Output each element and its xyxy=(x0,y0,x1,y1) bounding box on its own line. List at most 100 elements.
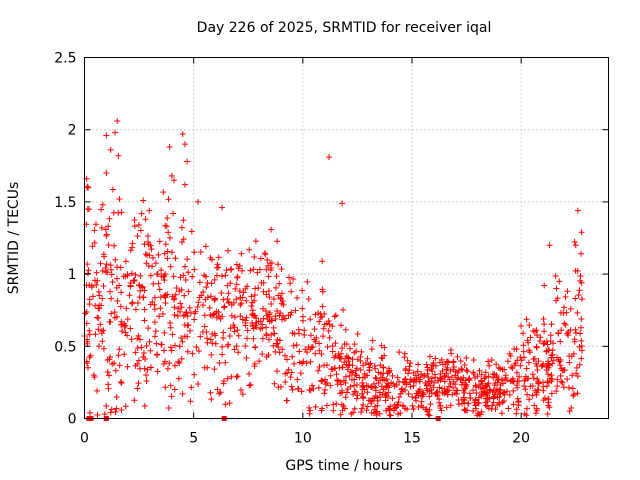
data-point xyxy=(578,229,585,236)
data-point xyxy=(537,334,544,341)
data-point xyxy=(571,338,578,345)
data-point xyxy=(254,269,261,276)
data-point xyxy=(118,289,125,296)
data-point xyxy=(530,356,537,363)
data-point xyxy=(141,317,148,324)
data-point xyxy=(437,402,444,409)
data-point xyxy=(207,336,214,343)
y-tick-label: 2 xyxy=(68,123,77,139)
data-point xyxy=(287,280,294,287)
data-point xyxy=(268,226,275,233)
data-point xyxy=(239,294,246,301)
data-point xyxy=(334,378,341,385)
data-point xyxy=(432,374,439,381)
data-point xyxy=(124,316,131,323)
data-point xyxy=(322,381,329,388)
data-point xyxy=(391,383,398,390)
data-point xyxy=(534,363,541,370)
data-point xyxy=(191,249,198,256)
data-point xyxy=(179,131,186,138)
data-point xyxy=(285,366,292,373)
data-point xyxy=(439,389,446,396)
data-point xyxy=(94,387,101,394)
data-point xyxy=(226,400,233,407)
data-point xyxy=(219,343,226,350)
data-point xyxy=(201,364,208,371)
data-point xyxy=(176,360,183,367)
data-point xyxy=(387,403,394,410)
data-point xyxy=(233,281,240,288)
data-point xyxy=(485,405,492,412)
x-axis-label: GPS time / hours xyxy=(285,458,402,474)
data-point xyxy=(137,336,144,343)
data-point xyxy=(306,407,313,414)
data-point xyxy=(423,406,430,413)
data-point xyxy=(117,264,124,271)
data-point xyxy=(533,391,540,398)
data-point xyxy=(185,288,192,295)
data-point xyxy=(184,158,191,165)
data-point xyxy=(137,287,144,294)
data-point xyxy=(271,330,278,337)
data-point xyxy=(545,371,552,378)
data-point xyxy=(161,347,168,354)
data-point xyxy=(325,317,332,324)
data-point xyxy=(172,291,179,298)
data-point xyxy=(289,353,296,360)
data-point xyxy=(555,356,562,363)
data-point xyxy=(171,177,178,184)
data-point xyxy=(472,374,479,381)
data-point xyxy=(108,295,115,302)
data-point xyxy=(167,344,174,351)
data-point xyxy=(394,402,401,409)
data-point xyxy=(299,305,306,312)
data-point xyxy=(558,378,565,385)
data-point xyxy=(276,337,283,344)
data-point xyxy=(140,350,147,357)
data-point xyxy=(574,267,581,274)
data-point xyxy=(99,295,106,302)
data-point xyxy=(548,354,555,361)
data-point xyxy=(116,282,123,289)
data-point xyxy=(338,401,345,408)
data-point xyxy=(530,328,537,335)
data-point xyxy=(461,362,468,369)
data-point xyxy=(116,346,123,353)
data-point xyxy=(545,347,552,354)
data-point xyxy=(496,399,503,406)
data-point xyxy=(494,394,501,401)
data-point xyxy=(170,273,177,280)
data-point xyxy=(566,353,573,360)
data-point xyxy=(431,379,438,386)
data-point xyxy=(117,379,124,386)
data-point xyxy=(320,333,327,340)
data-point xyxy=(184,313,191,320)
data-point xyxy=(147,272,154,279)
data-point xyxy=(561,304,568,311)
data-point xyxy=(553,285,560,292)
data-point xyxy=(137,227,144,234)
data-point xyxy=(193,344,200,351)
data-point xyxy=(260,288,267,295)
data-point xyxy=(406,363,413,370)
data-point xyxy=(540,383,547,390)
data-point xyxy=(127,247,134,254)
data-point xyxy=(405,370,412,377)
data-point xyxy=(401,379,408,386)
data-point xyxy=(250,335,257,342)
data-point xyxy=(461,389,468,396)
data-point xyxy=(94,277,101,284)
data-point xyxy=(92,221,99,228)
data-point xyxy=(526,322,533,329)
data-point xyxy=(578,279,585,286)
data-point xyxy=(558,327,565,334)
data-point xyxy=(237,313,244,320)
data-point xyxy=(579,347,586,354)
data-point xyxy=(120,273,127,280)
data-point xyxy=(309,382,316,389)
data-point xyxy=(304,278,311,285)
data-point xyxy=(213,264,220,271)
data-point xyxy=(161,292,168,299)
data-point xyxy=(470,387,477,394)
data-point xyxy=(249,322,256,329)
